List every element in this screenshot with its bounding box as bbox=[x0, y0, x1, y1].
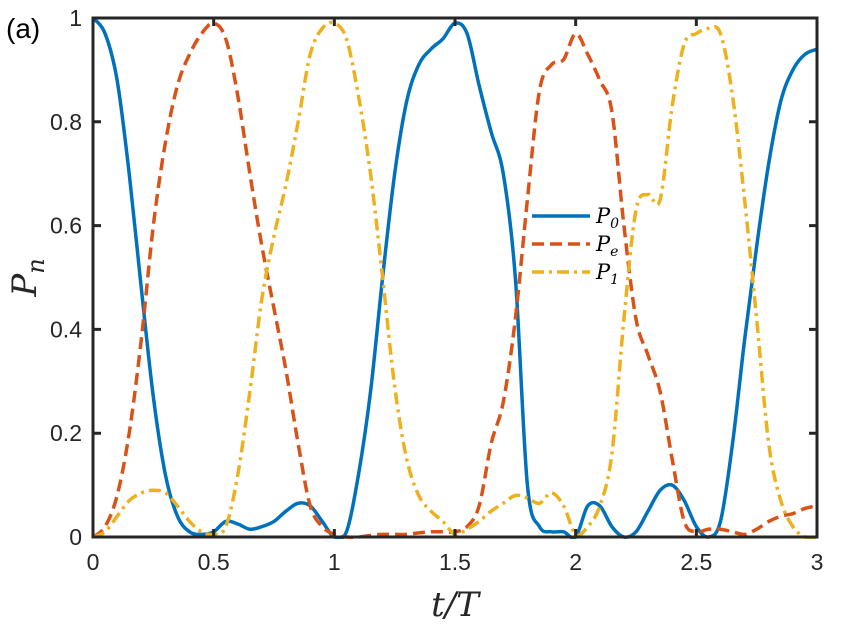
series-line-1 bbox=[93, 21, 817, 539]
y-tick-label-1: 0.2 bbox=[50, 420, 82, 446]
y-tick-label-0: 0 bbox=[69, 524, 82, 550]
plot-area bbox=[93, 16, 817, 539]
x-tick-label-3: 1.5 bbox=[439, 549, 471, 575]
legend-label-1: Pe bbox=[595, 232, 618, 260]
legend-label-0: P0 bbox=[595, 204, 619, 232]
x-tick-label-0: 0 bbox=[87, 549, 100, 575]
y-tick-label-4: 0.8 bbox=[50, 109, 82, 135]
axes: 0 0.5 1 1.5 2 2.5 3 0 0.2 0.4 0.6 0.8 1 t/T Pn bbox=[5, 5, 823, 625]
y-tick-label-3: 0.6 bbox=[50, 213, 82, 239]
y-axis-label: Pn bbox=[5, 258, 50, 297]
x-axis-label: t/T bbox=[431, 585, 481, 625]
x-tick-label-6: 3 bbox=[811, 549, 824, 575]
x-tick-label-1: 0.5 bbox=[198, 549, 230, 575]
x-tick-label-5: 2.5 bbox=[680, 549, 712, 575]
legend-label-2: P1 bbox=[595, 260, 619, 288]
series-line-0 bbox=[93, 16, 817, 539]
y-tick-label-5: 1 bbox=[69, 5, 82, 31]
y-tick-label-2: 0.4 bbox=[50, 316, 82, 342]
series-line-2 bbox=[93, 20, 817, 539]
x-tick-label-2: 1 bbox=[328, 549, 341, 575]
axes-frame bbox=[91, 16, 819, 539]
x-tick-label-4: 2 bbox=[569, 549, 582, 575]
panel-label: (a) bbox=[6, 13, 40, 44]
